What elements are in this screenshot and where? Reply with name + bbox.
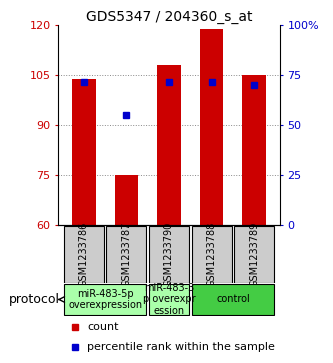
Bar <box>149 226 189 282</box>
Text: GSM1233790: GSM1233790 <box>164 221 174 287</box>
Bar <box>64 284 147 315</box>
Bar <box>149 284 189 315</box>
Text: count: count <box>88 322 119 332</box>
Text: GSM1233786: GSM1233786 <box>79 221 89 287</box>
Bar <box>64 226 104 282</box>
Bar <box>191 284 274 315</box>
Text: GSM1233788: GSM1233788 <box>206 221 216 287</box>
Bar <box>200 29 223 225</box>
Bar <box>191 226 231 282</box>
Text: percentile rank within the sample: percentile rank within the sample <box>88 342 275 352</box>
Text: miR-483-3
p overexpr
ession: miR-483-3 p overexpr ession <box>143 283 195 316</box>
Text: control: control <box>216 294 250 305</box>
Title: GDS5347 / 204360_s_at: GDS5347 / 204360_s_at <box>86 11 252 24</box>
Bar <box>234 226 274 282</box>
Bar <box>107 226 147 282</box>
Bar <box>242 75 266 225</box>
Text: protocol: protocol <box>9 293 60 306</box>
Bar <box>72 79 96 225</box>
Text: GSM1233789: GSM1233789 <box>249 221 259 287</box>
Text: miR-483-5p
overexpression: miR-483-5p overexpression <box>68 289 142 310</box>
Bar <box>157 65 181 225</box>
Bar <box>115 175 138 225</box>
Text: GSM1233787: GSM1233787 <box>122 221 132 287</box>
